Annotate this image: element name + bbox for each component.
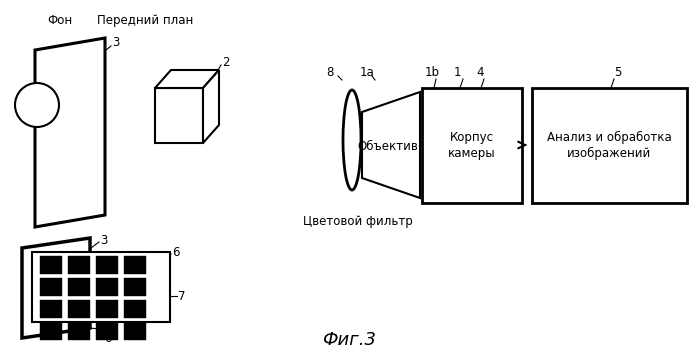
Bar <box>124 256 146 274</box>
Bar <box>68 322 90 340</box>
Text: 2: 2 <box>222 55 230 68</box>
Polygon shape <box>155 70 219 88</box>
Bar <box>124 300 146 318</box>
Bar <box>96 300 118 318</box>
Bar <box>124 322 146 340</box>
Bar <box>96 256 118 274</box>
Polygon shape <box>362 92 420 198</box>
Bar <box>40 300 62 318</box>
Text: Цветовой фильтр: Цветовой фильтр <box>303 216 413 229</box>
Bar <box>68 300 90 318</box>
Text: 1: 1 <box>453 66 461 78</box>
Text: 8: 8 <box>326 66 334 78</box>
Text: 6: 6 <box>104 332 112 345</box>
Text: 3: 3 <box>112 36 119 49</box>
Bar <box>532 88 687 203</box>
Text: 1a: 1a <box>359 66 374 78</box>
Text: 4: 4 <box>476 66 484 78</box>
Text: Анализ и обработка
изображений: Анализ и обработка изображений <box>547 131 672 159</box>
Bar <box>124 278 146 296</box>
Text: Передний план: Передний план <box>97 14 193 27</box>
Text: Фиг.3: Фиг.3 <box>322 331 376 349</box>
Text: Объектив: Объектив <box>357 140 418 153</box>
Text: 7: 7 <box>178 289 186 302</box>
Polygon shape <box>35 38 105 227</box>
Polygon shape <box>32 252 170 322</box>
Text: 1b: 1b <box>424 66 440 78</box>
Bar <box>68 278 90 296</box>
Bar <box>40 322 62 340</box>
Bar <box>40 278 62 296</box>
Polygon shape <box>203 70 219 143</box>
Text: Фон: Фон <box>47 14 73 27</box>
Text: 3: 3 <box>100 234 107 247</box>
Bar <box>96 278 118 296</box>
Circle shape <box>15 83 59 127</box>
Text: 6: 6 <box>172 246 179 258</box>
Ellipse shape <box>343 90 361 190</box>
Bar <box>68 256 90 274</box>
Polygon shape <box>22 238 90 338</box>
Bar <box>155 88 203 143</box>
Bar <box>40 256 62 274</box>
Text: Корпус
камеры: Корпус камеры <box>448 131 496 159</box>
Text: 5: 5 <box>614 66 622 78</box>
Bar <box>422 88 522 203</box>
Bar <box>96 322 118 340</box>
